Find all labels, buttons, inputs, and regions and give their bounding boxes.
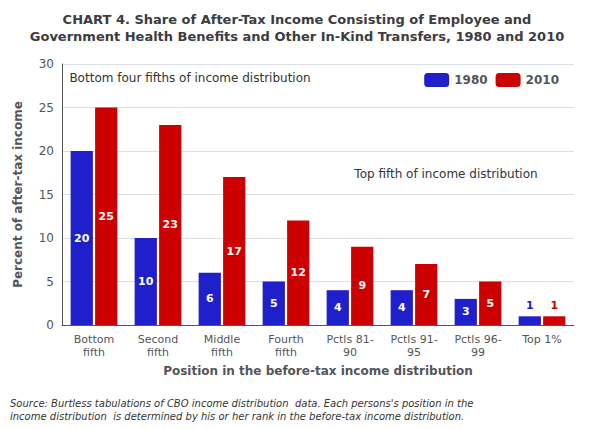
svg-text:4: 4 xyxy=(398,301,406,314)
svg-text:0: 0 xyxy=(46,318,54,332)
svg-text:7: 7 xyxy=(422,288,430,301)
svg-text:Top fifth of income distributi: Top fifth of income distribution xyxy=(353,167,537,181)
svg-text:Second: Second xyxy=(138,333,178,346)
svg-text:fifth: fifth xyxy=(147,346,169,359)
svg-text:90: 90 xyxy=(343,346,357,359)
svg-text:Fourth: Fourth xyxy=(268,333,303,346)
svg-text:Pctls 91-: Pctls 91- xyxy=(390,333,437,346)
svg-text:10: 10 xyxy=(138,275,154,288)
svg-text:Pctls 81-: Pctls 81- xyxy=(326,333,373,346)
svg-text:Source: Burtless tabulations o: Source: Burtless tabulations of CBO inco… xyxy=(10,398,473,409)
svg-text:1: 1 xyxy=(550,299,558,312)
svg-text:fifth: fifth xyxy=(83,346,105,359)
svg-text:25: 25 xyxy=(39,101,54,115)
svg-text:5: 5 xyxy=(270,297,278,310)
svg-text:Position in the before-tax inc: Position in the before-tax income distri… xyxy=(163,364,473,378)
svg-text:95: 95 xyxy=(407,346,421,359)
svg-text:4: 4 xyxy=(334,301,342,314)
svg-text:6: 6 xyxy=(206,292,214,305)
svg-text:3: 3 xyxy=(462,305,470,318)
svg-text:fifth: fifth xyxy=(275,346,297,359)
svg-text:5: 5 xyxy=(46,275,54,289)
svg-text:income distribution is determ: income distribution is determined by his… xyxy=(10,411,464,422)
svg-text:25: 25 xyxy=(99,210,114,223)
svg-text:Government Health Benefits and: Government Health Benefits and Other In-… xyxy=(30,29,564,44)
svg-text:1: 1 xyxy=(526,299,534,312)
svg-text:Top 1%: Top 1% xyxy=(521,333,562,346)
svg-text:CHART 4. Share of After-Tax In: CHART 4. Share of After-Tax Income Consi… xyxy=(63,12,532,27)
svg-text:fifth: fifth xyxy=(211,346,233,359)
svg-text:15: 15 xyxy=(39,188,54,202)
svg-text:30: 30 xyxy=(39,57,54,71)
svg-text:Pctls 96-: Pctls 96- xyxy=(454,333,501,346)
svg-text:12: 12 xyxy=(291,266,306,279)
svg-text:20: 20 xyxy=(74,232,90,245)
svg-text:23: 23 xyxy=(163,218,178,231)
svg-text:Percent of after-tax income: Percent of after-tax income xyxy=(11,101,25,288)
svg-text:20: 20 xyxy=(39,144,54,158)
svg-text:2010: 2010 xyxy=(526,73,559,87)
svg-text:9: 9 xyxy=(358,279,366,292)
svg-text:1980: 1980 xyxy=(454,73,487,87)
svg-text:5: 5 xyxy=(486,297,494,310)
svg-text:99: 99 xyxy=(471,346,485,359)
svg-text:Bottom: Bottom xyxy=(74,333,114,346)
svg-text:10: 10 xyxy=(39,231,54,245)
svg-text:17: 17 xyxy=(227,245,242,258)
svg-text:Middle: Middle xyxy=(204,333,241,346)
svg-text:Bottom four fifths of income d: Bottom four fifths of income distributio… xyxy=(69,71,310,85)
